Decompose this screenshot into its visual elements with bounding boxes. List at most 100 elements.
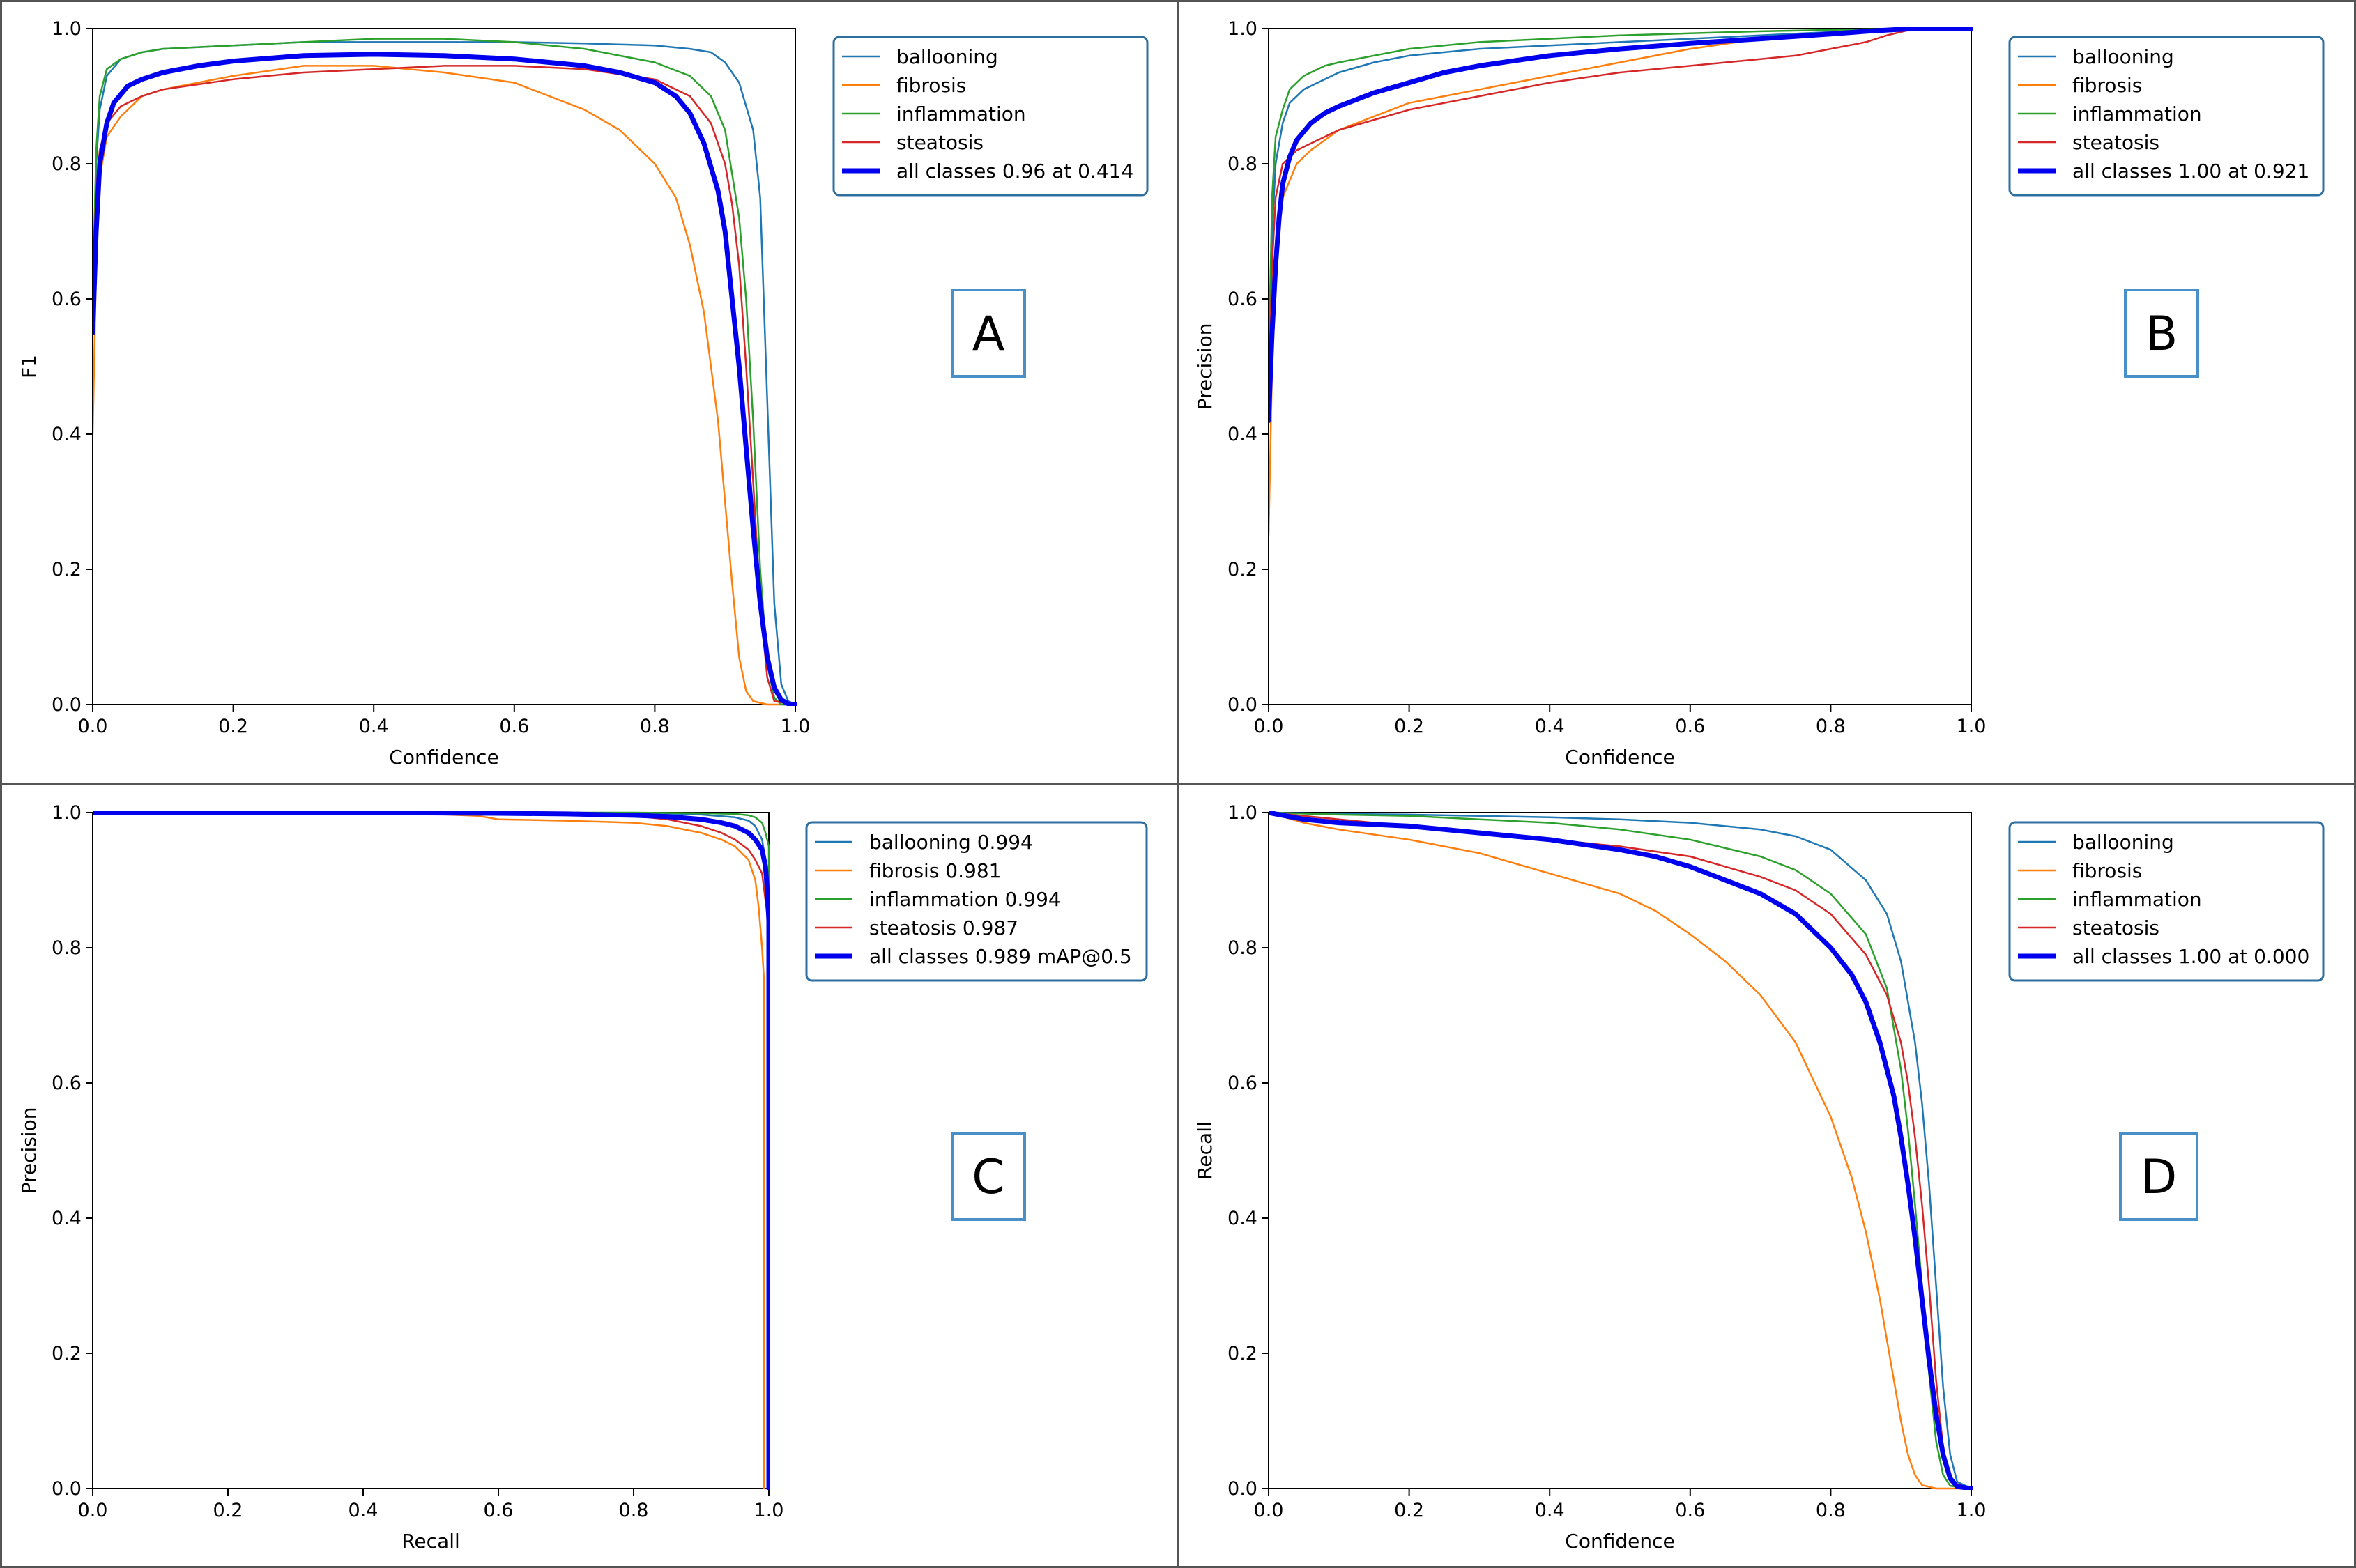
y-axis-label: F1	[17, 355, 40, 378]
y-tick-label: 0.8	[1227, 153, 1257, 175]
y-tick-label: 0.0	[1227, 1478, 1257, 1500]
x-tick-label: 0.4	[349, 1500, 378, 1521]
panel-label: B	[2124, 289, 2199, 378]
legend-label-inflammation: inflammation	[2072, 888, 2202, 911]
series-line-inflammation	[1269, 27, 1973, 368]
legend-label-ballooning: ballooning	[2072, 45, 2174, 68]
panel-label-box	[951, 1132, 1026, 1221]
panel-b: 0.0 0.2 0.4 0.6 0.8 1.0 0.0 0.2 0.4 0.6 0.8 1.0 Conf…	[1193, 18, 2325, 769]
y-axis-label: Precision	[1193, 323, 1216, 410]
x-tick-label: 0.0	[1254, 1500, 1284, 1521]
x-tick-label: 0.2	[1394, 716, 1424, 737]
y-tick-label: 0.2	[52, 559, 82, 581]
legend-label-fibrosis: fibrosis	[2072, 74, 2142, 97]
panel-a: 0.0 0.2 0.4 0.6 0.8 1.0 0.0 0.2 0.4 0.6 0.8 1.0 Conf…	[17, 18, 1149, 769]
legend-label-ballooning: ballooning 0.994	[869, 831, 1033, 854]
legend-label-inflammation: inflammation	[2072, 102, 2202, 125]
series-line-all	[1269, 27, 1973, 424]
series-line-fibrosis	[1269, 811, 1973, 1490]
legend-label-steatosis: steatosis	[2072, 131, 2159, 154]
plot-area	[92, 28, 796, 705]
y-tick-label: 0.4	[52, 1208, 82, 1229]
y-tick-label: 0.2	[1227, 1343, 1257, 1365]
x-tick-label: 1.0	[781, 716, 811, 737]
y-axis-label: Precision	[17, 1107, 40, 1194]
x-tick-label: 1.0	[1957, 716, 1987, 737]
y-tick-label: 1.0	[52, 18, 82, 40]
panel-label-box	[2124, 289, 2199, 378]
legend: ballooning 0.994 fibrosis 0.981 inflammati…	[805, 821, 1148, 982]
panel-label: D	[2119, 1132, 2198, 1221]
series-line-inflammation	[1269, 811, 1973, 1490]
y-tick-label: 0.0	[1227, 694, 1257, 716]
plot-area	[1268, 28, 1972, 705]
x-tick-label: 0.0	[78, 1500, 108, 1521]
x-axis-label: Confidence	[389, 746, 498, 769]
legend-label-ballooning: ballooning	[896, 45, 998, 68]
legend: ballooning fibrosis inflammation steatosis a…	[2008, 36, 2325, 197]
legend-frame	[2008, 821, 2325, 982]
y-tick-label: 1.0	[52, 802, 82, 824]
x-tick-label: 0.6	[499, 716, 529, 737]
panel-label-text: B	[2145, 307, 2178, 362]
x-tick-label: 0.0	[1254, 716, 1284, 737]
legend-frame	[832, 36, 1149, 197]
x-axis-label: Confidence	[1565, 1530, 1674, 1553]
x-tick-label: 0.8	[1816, 1500, 1846, 1521]
y-tick-label: 0.8	[1227, 937, 1257, 959]
legend-frame	[805, 821, 1148, 982]
x-tick-label: 0.4	[359, 716, 389, 737]
legend-label-all: all classes 0.989 mAP@0.5	[869, 945, 1132, 968]
panel-d: 0.0 0.2 0.4 0.6 0.8 1.0 0.0 0.2 0.4 0.6 0.8 1.0 Conf…	[1193, 802, 2325, 1553]
legend-label-inflammation: inflammation	[896, 102, 1026, 125]
y-tick-label: 0.0	[52, 694, 82, 716]
y-tick-label: 1.0	[1227, 18, 1257, 40]
y-tick-label: 1.0	[1227, 802, 1257, 824]
legend-label-fibrosis: fibrosis	[896, 74, 966, 97]
legend-label-steatosis: steatosis	[2072, 916, 2159, 939]
legend: ballooning fibrosis inflammation steatosis a…	[2008, 821, 2325, 982]
panel-label-text: C	[972, 1150, 1004, 1205]
panel-label-text: A	[972, 307, 1005, 362]
legend-frame	[2008, 36, 2325, 197]
series-line-all	[1269, 811, 1973, 1490]
panel-label-box	[2119, 1132, 2198, 1221]
y-tick-label: 0.6	[52, 289, 82, 310]
x-axis-label: Confidence	[1565, 746, 1674, 769]
series-line-all	[93, 811, 770, 1490]
series-line-ballooning	[1269, 811, 1973, 1490]
y-tick-label: 0.4	[52, 424, 82, 445]
legend-label-fibrosis: fibrosis	[2072, 859, 2142, 882]
x-tick-label: 0.6	[1675, 716, 1705, 737]
x-tick-label: 1.0	[1957, 1500, 1987, 1521]
x-axis-label: Recall	[401, 1530, 460, 1553]
x-tick-label: 0.4	[1535, 716, 1565, 737]
series-line-fibrosis	[93, 65, 797, 706]
legend-label-inflammation: inflammation 0.994	[869, 888, 1061, 911]
x-tick-label: 0.4	[1535, 1500, 1565, 1521]
y-axis-label: Recall	[1193, 1121, 1216, 1180]
panel-c: 0.0 0.2 0.4 0.6 0.8 1.0 0.0 0.2 0.4 0.6 0.8 1.0 Reca…	[17, 802, 1148, 1553]
panel-label: C	[951, 1132, 1026, 1221]
legend-label-all: all classes 1.00 at 0.921	[2072, 160, 2309, 183]
legend-label-steatosis: steatosis	[896, 131, 984, 154]
plot-area	[1268, 812, 1972, 1489]
y-tick-label: 0.0	[52, 1478, 82, 1500]
y-tick-label: 0.2	[52, 1343, 82, 1365]
y-tick-label: 0.6	[1227, 1073, 1257, 1094]
x-tick-label: 1.0	[754, 1500, 784, 1521]
panel-label-box	[951, 289, 1026, 378]
series-line-all	[93, 52, 797, 706]
x-tick-label: 0.8	[640, 716, 670, 737]
y-tick-label: 0.4	[1227, 1208, 1257, 1229]
legend-label-steatosis: steatosis 0.987	[869, 916, 1018, 939]
series-line-inflammation	[93, 38, 797, 706]
x-tick-label: 0.2	[213, 1500, 243, 1521]
y-tick-label: 0.8	[52, 937, 82, 959]
x-tick-label: 0.8	[619, 1500, 649, 1521]
y-tick-label: 0.2	[1227, 559, 1257, 581]
x-tick-label: 0.2	[218, 716, 248, 737]
y-tick-label: 0.8	[52, 153, 82, 175]
